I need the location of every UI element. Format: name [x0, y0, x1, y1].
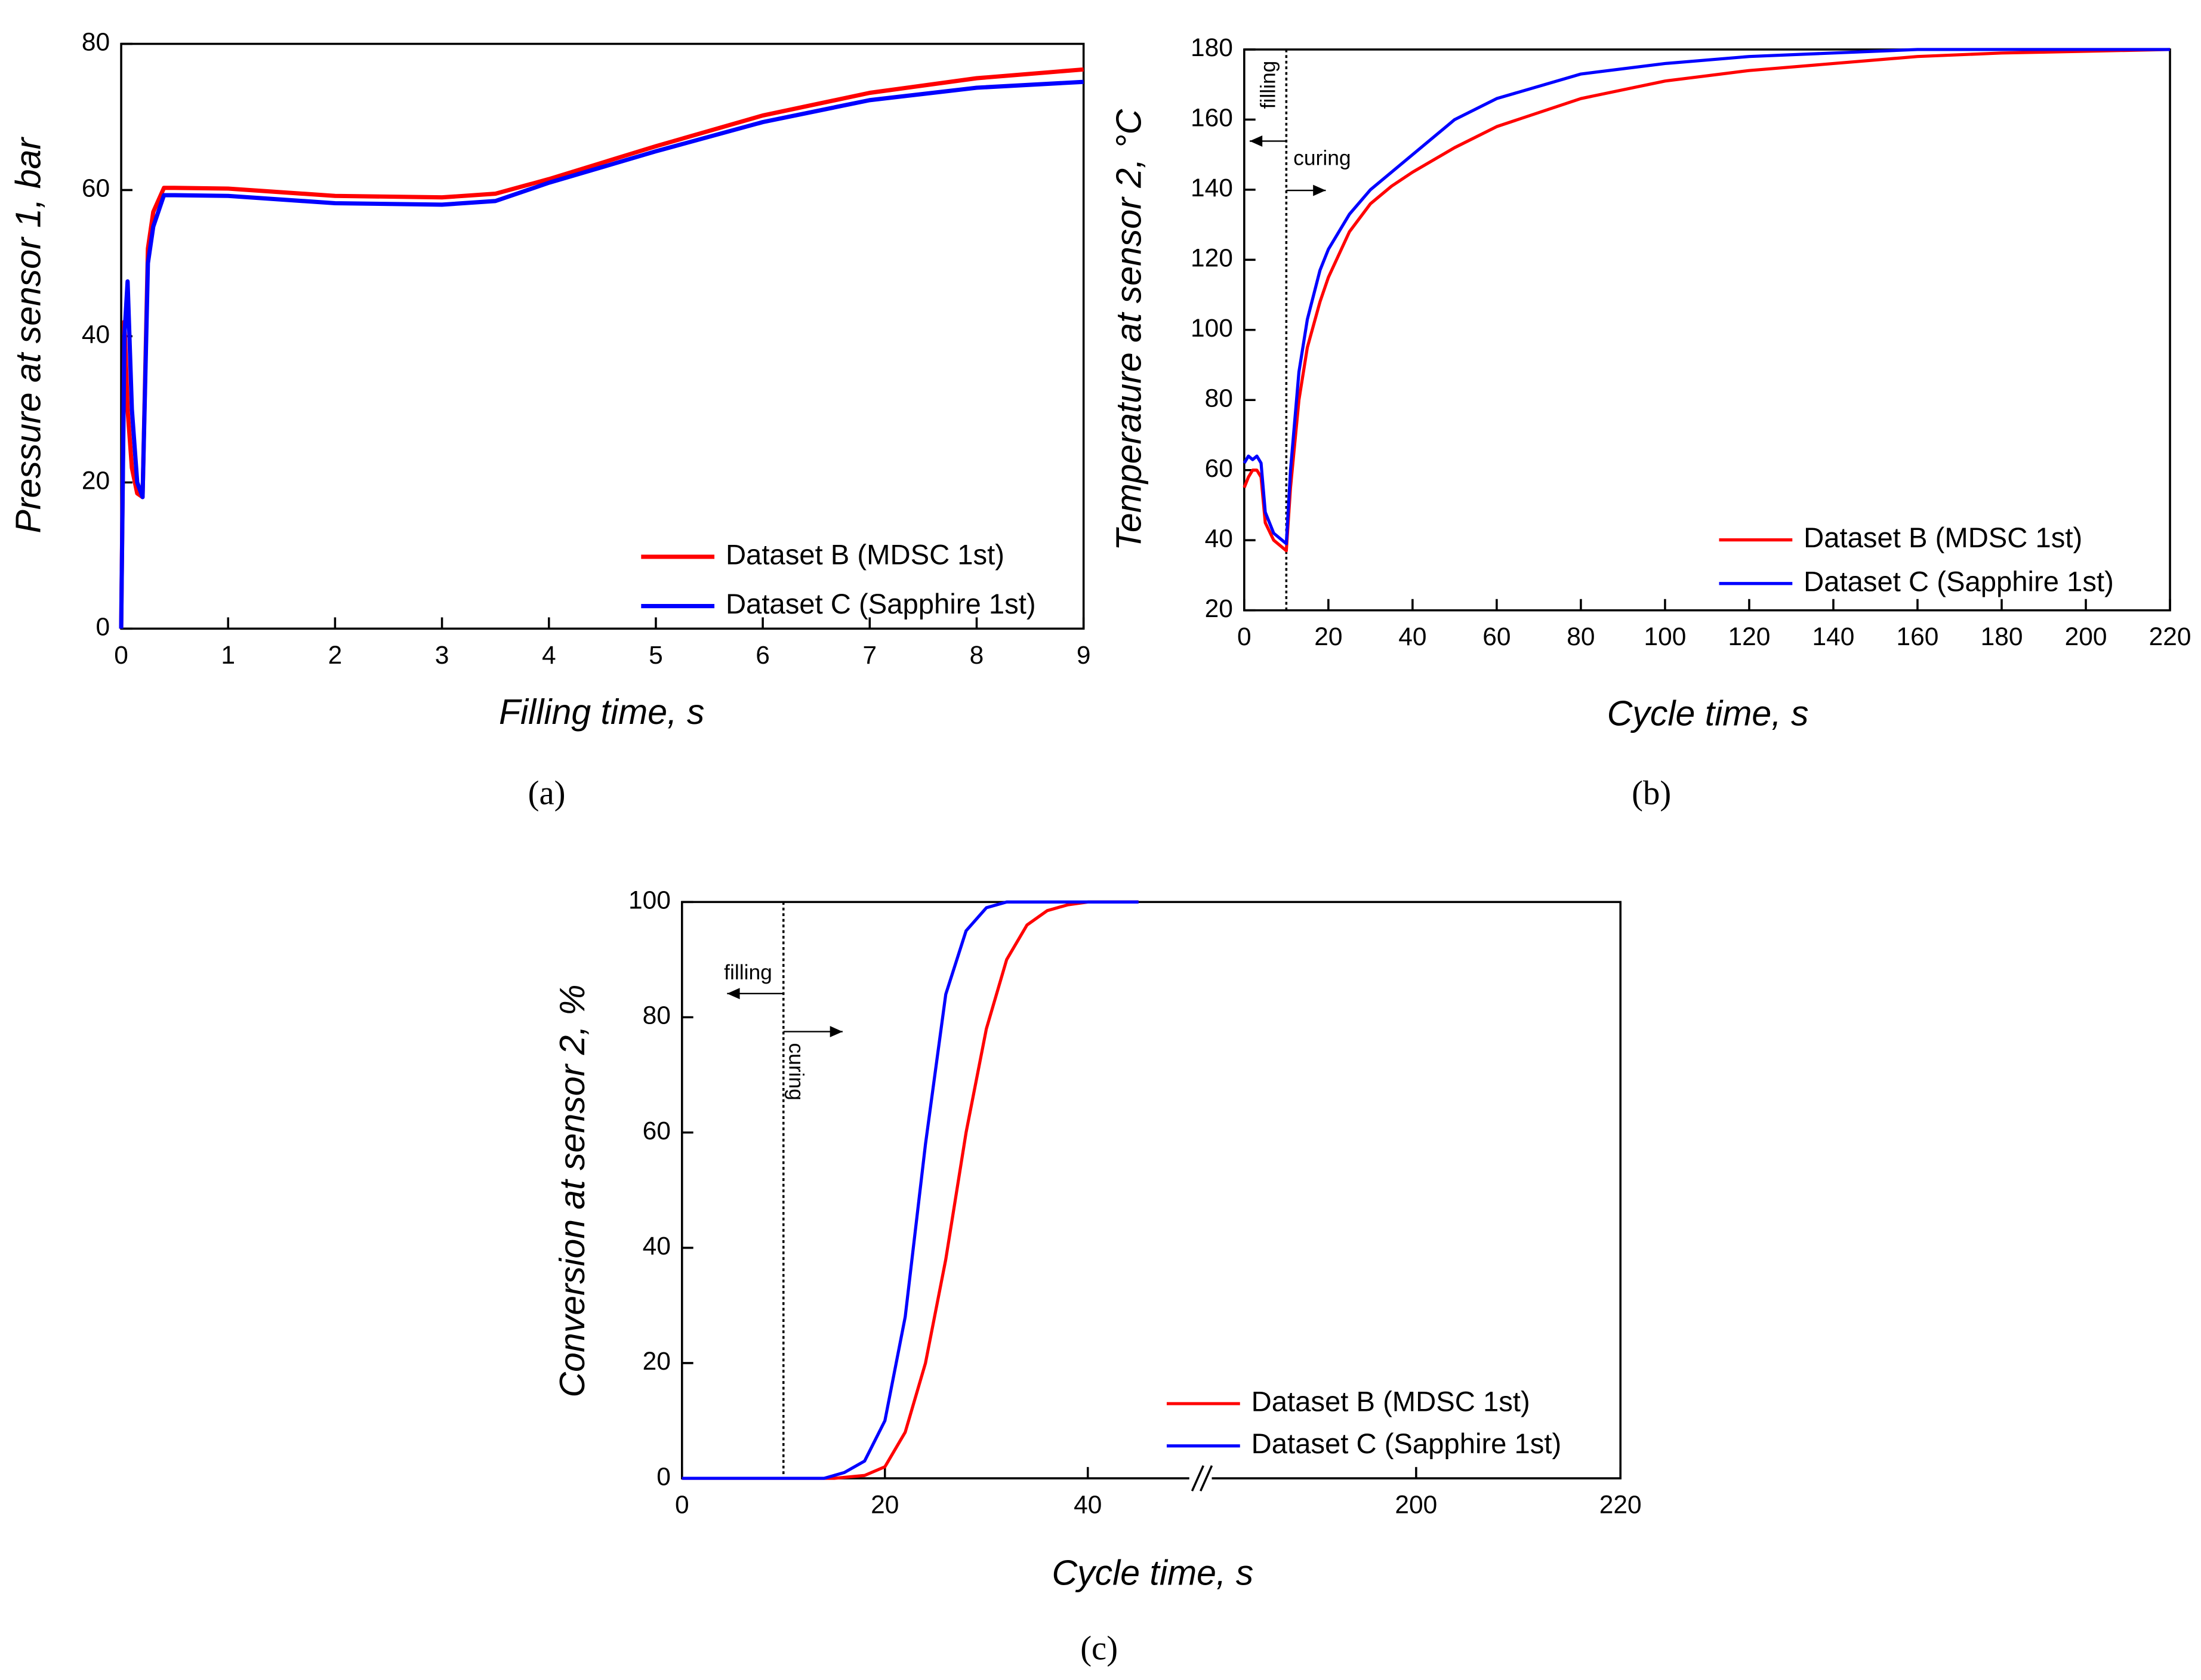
x-tick-label: 0 — [114, 642, 128, 670]
x-tick-label: 40 — [1398, 623, 1426, 651]
legend-label: Dataset C (Sapphire 1st) — [726, 588, 1036, 620]
y-tick-label: 20 — [643, 1348, 671, 1376]
legend-label: Dataset C (Sapphire 1st) — [1804, 566, 2114, 597]
x-tick-label: 160 — [1897, 623, 1939, 651]
y-tick-label: 20 — [1205, 595, 1233, 623]
x-tick-label: 2 — [328, 642, 343, 670]
legend-label: Dataset C (Sapphire 1st) — [1251, 1428, 1562, 1460]
x-tick-label: 200 — [1395, 1491, 1437, 1519]
x-tick-label: 40 — [1074, 1491, 1102, 1519]
series-line — [682, 900, 1139, 1480]
arrow-head — [1249, 135, 1263, 147]
y-tick-label: 140 — [1191, 174, 1233, 202]
arrow-head — [830, 1026, 843, 1038]
panel-label: (b) — [1632, 775, 1671, 812]
y-tick-label: 60 — [82, 175, 110, 203]
y-tick-label: 100 — [628, 887, 671, 915]
panel-label: (c) — [1080, 1630, 1118, 1667]
x-tick-label: 140 — [1812, 623, 1855, 651]
x-tick-label: 9 — [1077, 642, 1091, 670]
x-axis-title: Cycle time, s — [1052, 1553, 1253, 1593]
y-tick-label: 120 — [1191, 245, 1233, 273]
series-line — [1243, 48, 2171, 545]
legend-label: Dataset B (MDSC 1st) — [1804, 522, 2082, 554]
series-line — [119, 79, 1084, 629]
y-tick-label: 80 — [643, 1002, 671, 1030]
x-tick-label: 3 — [435, 642, 449, 670]
x-axis-title: Cycle time, s — [1607, 693, 1809, 733]
y-tick-label: 40 — [643, 1232, 671, 1260]
y-axis-title: Temperature at sensor 2, °C — [1109, 109, 1149, 551]
x-tick-label: 4 — [542, 642, 556, 670]
x-axis-title: Filling time, s — [499, 692, 704, 732]
series-line — [1243, 48, 2171, 553]
y-tick-label: 100 — [1191, 315, 1233, 343]
y-tick-label: 160 — [1191, 104, 1233, 132]
x-tick-label: 6 — [756, 642, 770, 670]
frame — [1243, 48, 2171, 612]
y-tick-label: 80 — [82, 29, 110, 57]
annotation: curing — [1293, 146, 1351, 169]
x-tick-label: 0 — [675, 1491, 689, 1519]
annotation: filling — [724, 960, 772, 984]
series-line — [682, 900, 1139, 1480]
x-tick-label: 80 — [1567, 623, 1595, 651]
x-tick-label: 20 — [871, 1491, 899, 1519]
y-axis-title: Pressure at sensor 1, bar — [9, 137, 48, 534]
y-tick-label: 0 — [96, 614, 110, 642]
x-tick-label: 220 — [2149, 623, 2191, 651]
x-tick-label: 200 — [2065, 623, 2107, 651]
x-tick-label: 180 — [1981, 623, 2023, 651]
arrow-head — [727, 988, 740, 1000]
x-tick-label: 100 — [1644, 623, 1686, 651]
x-tick-label: 220 — [1599, 1491, 1642, 1519]
annotation: curing — [784, 1043, 808, 1100]
y-tick-label: 40 — [1205, 525, 1233, 553]
legend-label: Dataset B (MDSC 1st) — [1251, 1386, 1530, 1417]
y-tick-label: 40 — [82, 321, 110, 349]
axis-break — [1191, 1465, 1213, 1492]
y-axis-title: Conversion at sensor 2, % — [553, 984, 592, 1397]
y-tick-label: 20 — [82, 467, 110, 495]
arrow-head — [1313, 184, 1326, 196]
legend-label: Dataset B (MDSC 1st) — [726, 539, 1004, 571]
x-tick-label: 0 — [1237, 623, 1251, 651]
x-tick-label: 20 — [1314, 623, 1342, 651]
y-tick-label: 60 — [643, 1117, 671, 1145]
y-tick-label: 0 — [656, 1463, 671, 1491]
x-tick-label: 7 — [862, 642, 877, 670]
annotation: filling — [1256, 61, 1280, 109]
y-tick-label: 80 — [1205, 384, 1233, 412]
x-tick-label: 1 — [221, 642, 235, 670]
x-tick-label: 8 — [970, 642, 984, 670]
y-tick-label: 180 — [1191, 34, 1233, 62]
x-tick-label: 5 — [649, 642, 663, 670]
series-line — [119, 67, 1084, 629]
y-tick-label: 60 — [1205, 455, 1233, 483]
x-tick-label: 120 — [1728, 623, 1771, 651]
panel-label: (a) — [528, 775, 566, 812]
x-tick-label: 60 — [1482, 623, 1511, 651]
